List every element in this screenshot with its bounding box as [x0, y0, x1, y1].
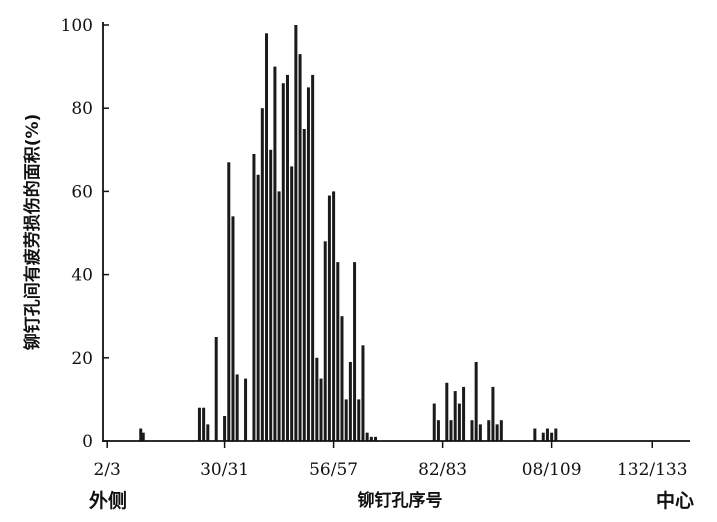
y-tick-label: 100: [61, 16, 93, 36]
x-tick-label: 30/31: [200, 460, 249, 480]
bar: [344, 399, 348, 441]
x-tick-label: 82/83: [418, 460, 467, 480]
bar: [327, 195, 331, 441]
bar: [298, 54, 302, 442]
bar: [269, 149, 273, 442]
bar: [487, 420, 491, 441]
bar: [285, 74, 289, 442]
y-tick-label: 0: [82, 432, 93, 452]
bar: [445, 382, 449, 441]
y-tick-label: 60: [71, 182, 93, 202]
bar: [462, 386, 466, 441]
y-tick-label: 20: [71, 349, 93, 369]
y-tick-label: 80: [71, 99, 93, 119]
bar: [306, 87, 310, 442]
bar: [361, 345, 365, 441]
bar: [265, 33, 269, 441]
x-tick-label: 132/133: [617, 460, 688, 480]
bar: [550, 432, 554, 441]
bar: [374, 436, 378, 441]
bar: [348, 361, 352, 441]
bar: [470, 420, 474, 441]
bar: [294, 25, 298, 441]
bar: [277, 191, 281, 441]
bar: [495, 424, 499, 441]
bar: [457, 403, 461, 441]
bar: [311, 74, 315, 442]
bar: [302, 129, 306, 441]
bar: [206, 424, 210, 441]
bar: [315, 357, 319, 441]
x-tick-label: 2/3: [94, 460, 121, 480]
bar: [319, 378, 323, 441]
axes: [102, 22, 690, 442]
bar: [231, 216, 235, 441]
bar: [340, 316, 344, 441]
bar: [273, 66, 277, 441]
bar: [436, 420, 440, 441]
bar: [252, 153, 256, 441]
bar: [139, 428, 143, 441]
bar: [332, 191, 336, 441]
x-axis-title: 铆钉孔序号: [358, 490, 443, 511]
bar: [353, 262, 357, 441]
bar: [499, 420, 503, 441]
bar: [202, 407, 206, 441]
bar: [533, 428, 537, 441]
bar: [474, 361, 478, 441]
bar-series: [139, 25, 558, 442]
bar: [453, 391, 457, 441]
x-side-label-right: 中心: [656, 489, 694, 512]
bar: [336, 262, 340, 441]
bar: [290, 166, 294, 441]
bar: [491, 386, 495, 441]
bar: [223, 416, 227, 441]
bar: [260, 108, 264, 441]
bar: [554, 428, 558, 441]
y-ticks: 0 20 40 60 80 100: [61, 16, 109, 452]
bar: [197, 407, 201, 441]
bar: [214, 337, 218, 441]
bar: [323, 241, 327, 441]
bar: [235, 374, 239, 441]
bar: [244, 378, 248, 441]
y-axis-title: 铆钉孔间有疲劳损伤的面积(%): [22, 114, 43, 351]
bar: [281, 83, 285, 442]
bar: [256, 174, 260, 441]
bar: [369, 436, 373, 441]
bar: [478, 424, 482, 441]
bar: [141, 432, 145, 441]
bar: [545, 428, 549, 441]
x-side-label-left: 外侧: [89, 489, 127, 512]
bar: [365, 432, 369, 441]
bar: [227, 162, 231, 441]
y-tick-label: 40: [71, 266, 93, 286]
bar: [357, 399, 361, 441]
x-tick-label: 56/57: [309, 460, 358, 480]
bar: [449, 420, 453, 441]
x-ticks: 2/3 30/31 56/57 82/83 08/109 132/133: [94, 441, 688, 480]
bar: [432, 403, 436, 441]
x-tick-label: 08/109: [522, 460, 582, 480]
bar: [541, 432, 545, 441]
